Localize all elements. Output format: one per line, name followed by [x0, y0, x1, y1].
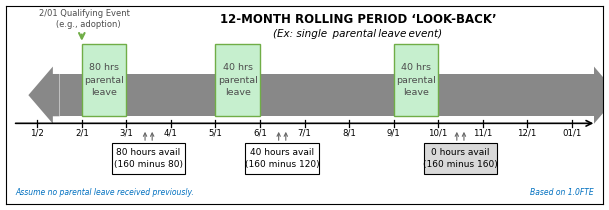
- Text: 40 hrs
parental
leave: 40 hrs parental leave: [218, 63, 258, 97]
- FancyArrow shape: [29, 67, 60, 124]
- Text: 7/1: 7/1: [298, 129, 311, 138]
- Text: 4/1: 4/1: [164, 129, 178, 138]
- Bar: [245, 143, 319, 174]
- Text: 12-MONTH ROLLING PERIOD ‘LOOK-BACK’: 12-MONTH ROLLING PERIOD ‘LOOK-BACK’: [220, 13, 496, 26]
- Bar: [82, 44, 126, 116]
- Text: 40 hrs
parental
leave: 40 hrs parental leave: [396, 63, 435, 97]
- Bar: [393, 44, 438, 116]
- Text: 1/2: 1/2: [30, 129, 44, 138]
- Text: 9/1: 9/1: [387, 129, 401, 138]
- Text: 8/1: 8/1: [342, 129, 356, 138]
- Text: 5/1: 5/1: [208, 129, 222, 138]
- Bar: [424, 143, 497, 174]
- Text: 6/1: 6/1: [253, 129, 267, 138]
- Bar: [60, 74, 594, 116]
- Bar: [112, 143, 185, 174]
- Text: 2/1: 2/1: [75, 129, 89, 138]
- Text: 2/01 Qualifying Event
   (e.g., adoption): 2/01 Qualifying Event (e.g., adoption): [38, 9, 130, 29]
- Text: 01/1: 01/1: [562, 129, 582, 138]
- Text: Assume no parental leave received previously.: Assume no parental leave received previo…: [15, 188, 194, 197]
- Text: 10/1: 10/1: [428, 129, 448, 138]
- Text: Based on 1.0FTE: Based on 1.0FTE: [530, 188, 594, 197]
- Text: 80 hrs
parental
leave: 80 hrs parental leave: [84, 63, 124, 97]
- Text: 3/1: 3/1: [119, 129, 133, 138]
- Text: 80 hours avail
(160 minus 80): 80 hours avail (160 minus 80): [114, 148, 183, 169]
- Text: 11/1: 11/1: [473, 129, 492, 138]
- FancyArrow shape: [594, 67, 609, 124]
- Text: 0 hours avail
(160 minus 160): 0 hours avail (160 minus 160): [423, 148, 498, 169]
- Bar: [216, 44, 260, 116]
- Text: 40 hours avail
(160 minus 120): 40 hours avail (160 minus 120): [245, 148, 320, 169]
- Text: (Ex: single  parental leave event): (Ex: single parental leave event): [273, 29, 443, 39]
- Text: 12/1: 12/1: [518, 129, 537, 138]
